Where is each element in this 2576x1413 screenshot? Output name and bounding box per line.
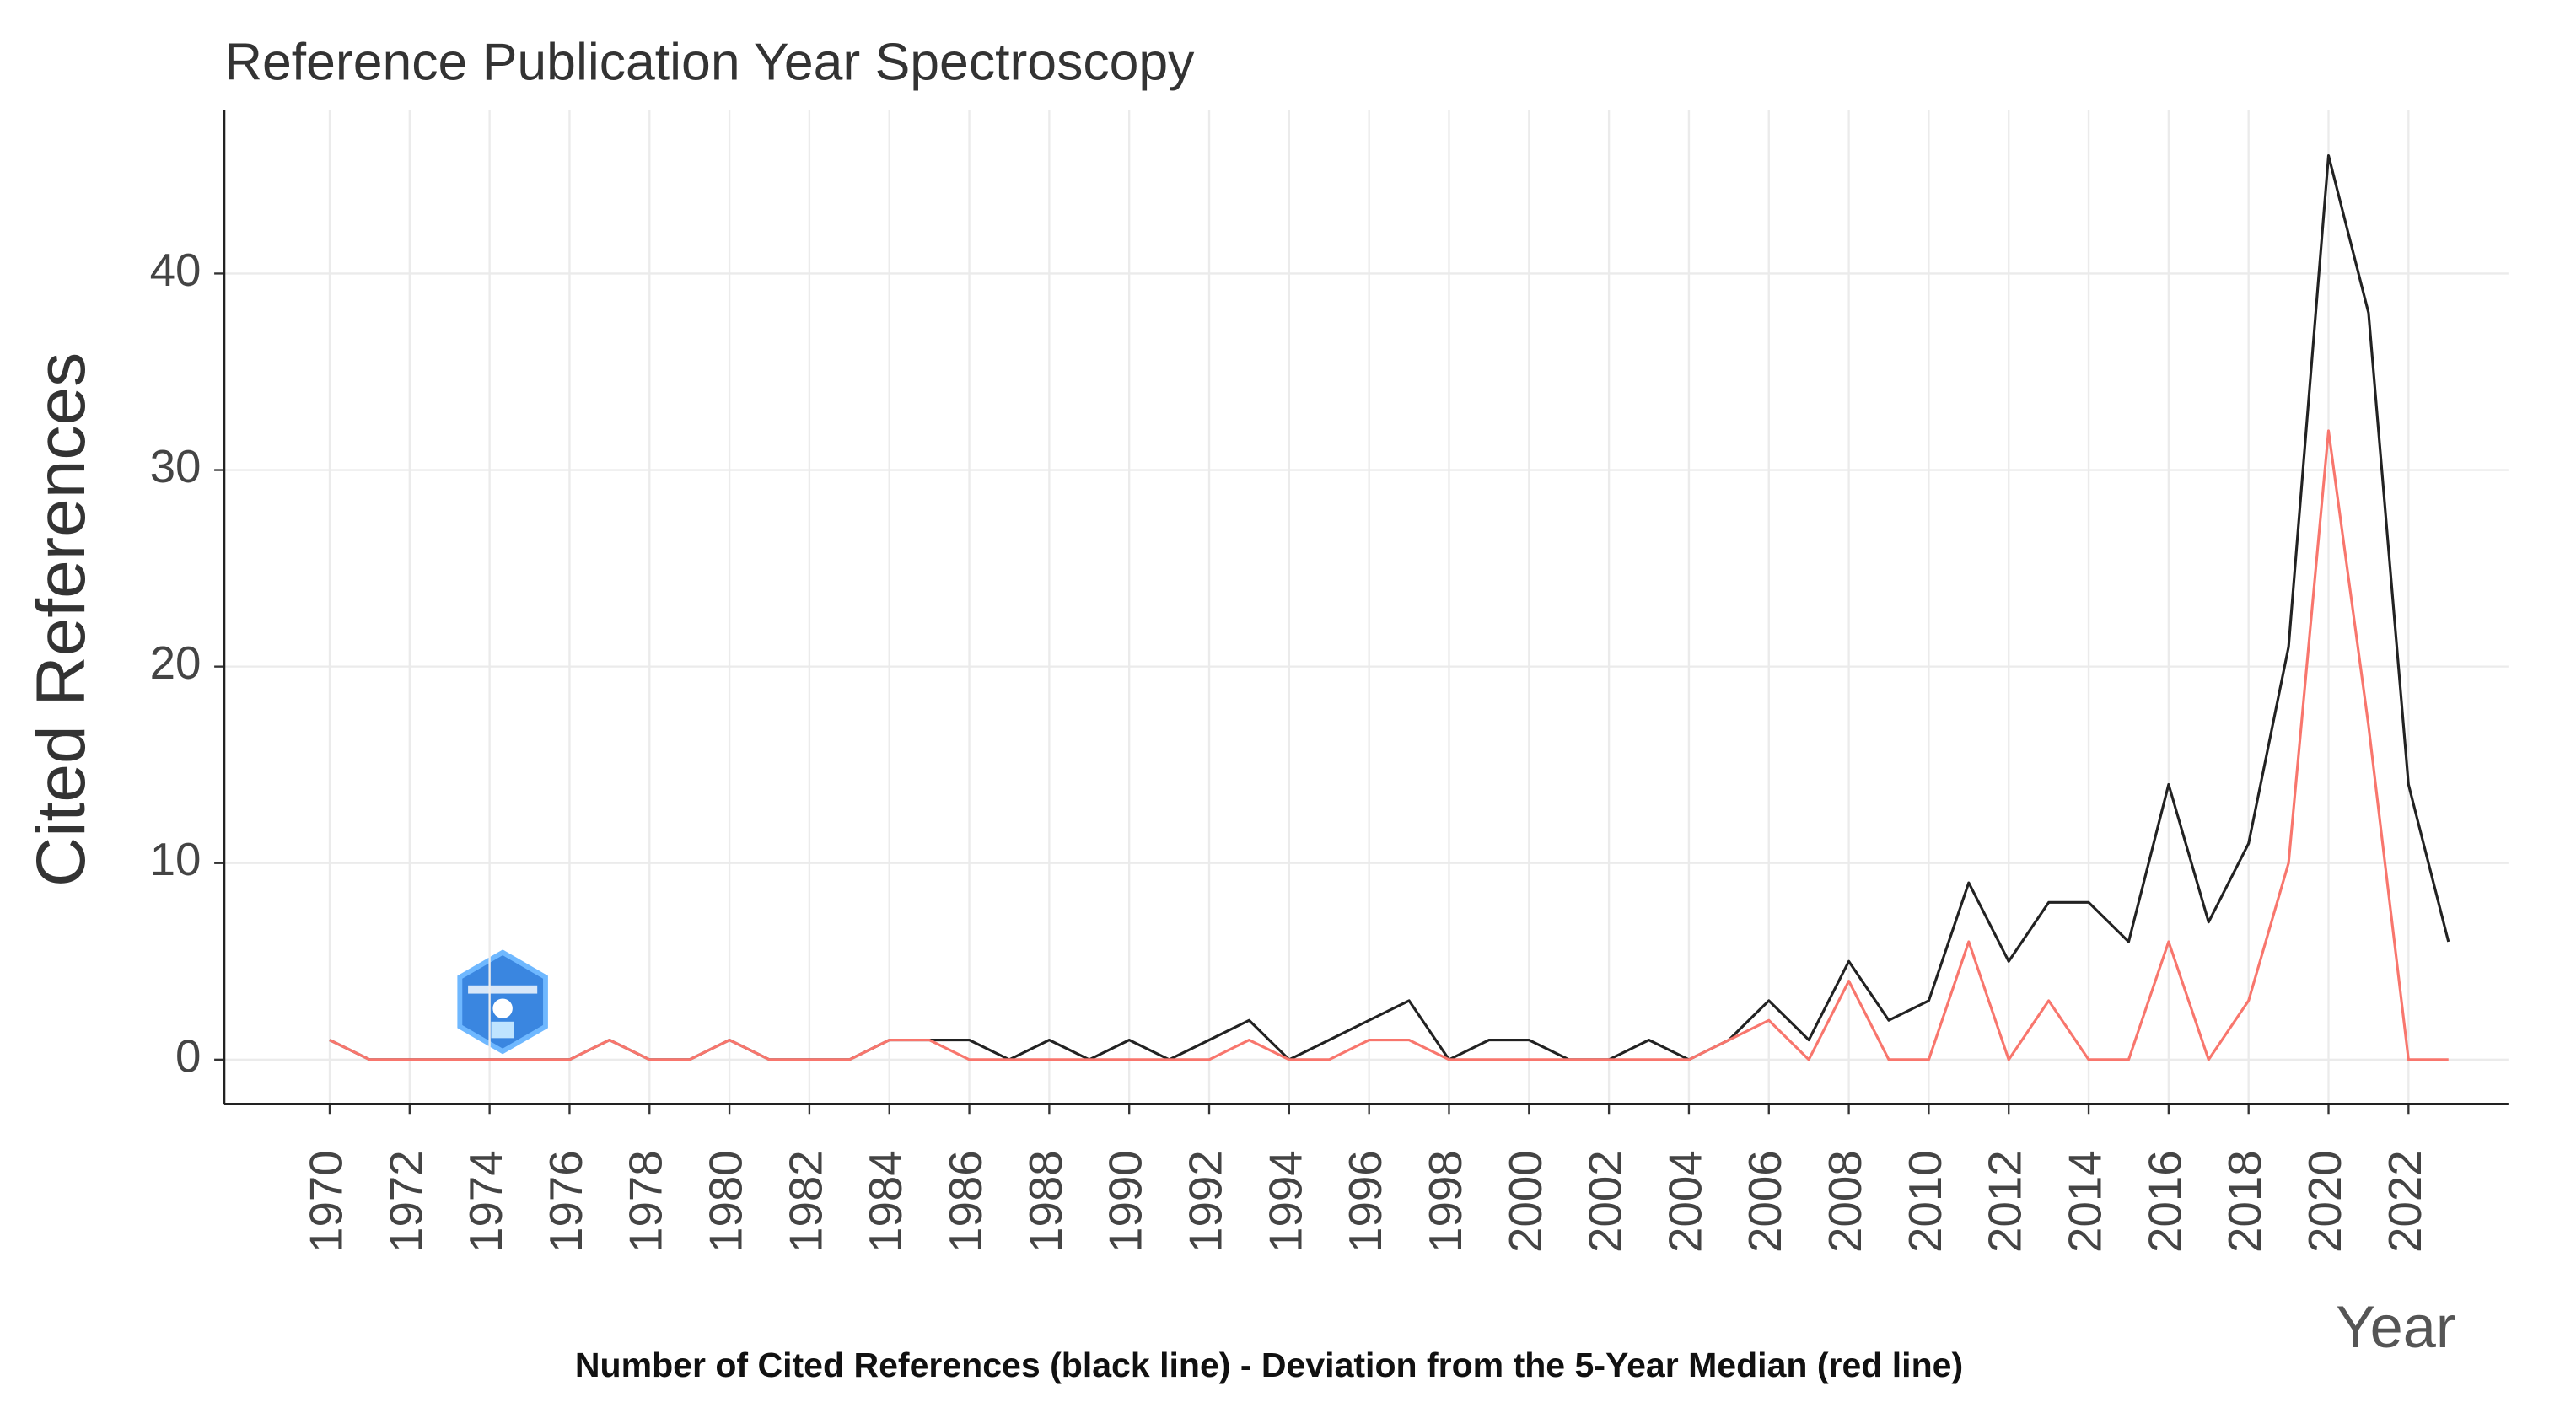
x-tick-label: 2020 bbox=[2299, 1150, 2351, 1253]
x-tick-label: 2014 bbox=[2059, 1150, 2111, 1253]
x-tick-label: 1980 bbox=[700, 1150, 752, 1253]
x-tick-label: 2008 bbox=[1819, 1150, 1871, 1253]
x-tick-label: 1984 bbox=[859, 1150, 912, 1253]
logo bbox=[457, 949, 548, 1055]
x-tick-label: 1992 bbox=[1179, 1150, 1231, 1253]
x-tick-label: 2004 bbox=[1659, 1150, 1711, 1253]
y-tick-label: 20 bbox=[150, 637, 202, 689]
x-tick-label: 1986 bbox=[939, 1150, 992, 1253]
x-tick-label: 1988 bbox=[1019, 1150, 1072, 1253]
x-tick-label: 1970 bbox=[299, 1150, 352, 1253]
x-tick-label: 2022 bbox=[2379, 1150, 2431, 1253]
x-tick-label: 1994 bbox=[1259, 1150, 1311, 1253]
caption: Number of Cited References (black line) … bbox=[575, 1346, 1963, 1384]
x-tick-label: 2016 bbox=[2138, 1150, 2191, 1253]
chart-title: Reference Publication Year Spectroscopy bbox=[224, 33, 1195, 92]
x-tick-label: 2018 bbox=[2218, 1150, 2271, 1253]
y-tick-label: 30 bbox=[150, 440, 202, 492]
x-tick-label: 2010 bbox=[1899, 1150, 1951, 1253]
x-tick-label: 1982 bbox=[779, 1150, 831, 1253]
x-tick-label: 1998 bbox=[1419, 1150, 1471, 1253]
x-tick-label: 2006 bbox=[1739, 1150, 1791, 1253]
x-tick-label: 2002 bbox=[1579, 1150, 1632, 1253]
x-tick-label: 1974 bbox=[460, 1150, 512, 1253]
x-tick-label: 1972 bbox=[379, 1150, 432, 1253]
x-tick-label: 1996 bbox=[1339, 1150, 1391, 1253]
x-tick-label: 1976 bbox=[540, 1150, 592, 1253]
x-axis-title: Year bbox=[2336, 1293, 2455, 1360]
x-tick-label: 1990 bbox=[1100, 1150, 1152, 1253]
y-tick-label: 40 bbox=[150, 244, 202, 296]
y-tick-label: 0 bbox=[175, 1029, 201, 1082]
y-axis-title: Cited References bbox=[23, 352, 99, 887]
data-line bbox=[329, 429, 2449, 1061]
data-line bbox=[329, 154, 2450, 1061]
x-tick-label: 1978 bbox=[620, 1150, 672, 1253]
y-tick-label: 10 bbox=[150, 833, 202, 885]
x-tick-label: 2000 bbox=[1499, 1150, 1552, 1253]
x-tick-label: 2012 bbox=[1979, 1150, 2031, 1253]
